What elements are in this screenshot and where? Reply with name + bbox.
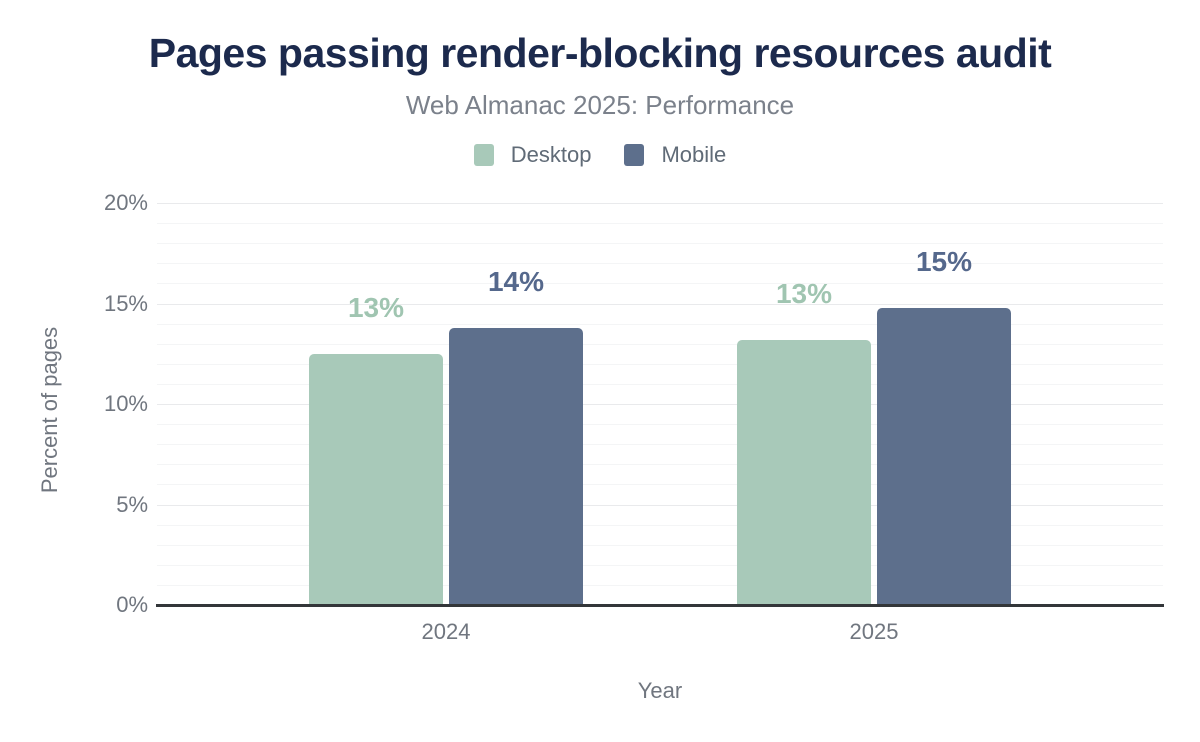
gridline	[157, 584, 1163, 586]
x-axis-line	[156, 604, 1164, 607]
plot-area: 13% 14% 13% 15%	[157, 203, 1163, 605]
bar-desktop-2024	[309, 353, 443, 605]
legend-item-mobile: Mobile	[624, 142, 726, 168]
chart-title: Pages passing render-blocking resources …	[148, 30, 1052, 76]
gridline	[157, 203, 1163, 204]
y-tick-label: 5%	[116, 491, 148, 517]
bar-desktop-2025	[737, 339, 871, 605]
gridline	[157, 424, 1163, 426]
gridline	[157, 263, 1163, 265]
gridline	[157, 544, 1163, 546]
chart-subtitle: Web Almanac 2025: Performance	[405, 90, 795, 120]
gridline	[157, 504, 1163, 506]
gridline	[157, 363, 1163, 365]
gridline	[157, 564, 1163, 566]
y-axis-title: Percent of pages	[37, 326, 62, 494]
y-tick-label: 15%	[103, 290, 148, 316]
gridline	[157, 464, 1163, 466]
bar-mobile-2024	[449, 327, 583, 605]
gridline	[157, 404, 1163, 405]
gridline	[157, 484, 1163, 486]
mobile-swatch-icon	[624, 144, 645, 166]
gridline	[157, 524, 1163, 526]
value-label-desktop-2024: 13%	[347, 291, 405, 323]
legend-label-desktop: Desktop	[510, 142, 592, 167]
y-tick-label: 0%	[116, 592, 148, 617]
x-tick-label: 2025	[849, 619, 899, 644]
legend-item-desktop: Desktop	[473, 142, 592, 168]
x-tick-label: 2024	[421, 619, 471, 644]
gridline	[157, 243, 1163, 245]
bar-mobile-2025	[877, 307, 1011, 605]
value-label-mobile-2025: 15%	[915, 245, 973, 277]
gridline	[157, 303, 1163, 305]
gridline	[157, 323, 1163, 325]
gridline	[157, 223, 1163, 225]
gridline	[157, 383, 1163, 385]
y-tick-label: 10%	[103, 391, 148, 416]
y-tick-label: 20%	[103, 190, 148, 215]
desktop-swatch-icon	[473, 144, 494, 166]
gridline	[157, 444, 1163, 446]
gridline	[157, 283, 1163, 285]
value-label-mobile-2024: 14%	[487, 265, 545, 297]
value-label-desktop-2025: 13%	[775, 277, 833, 309]
gridline	[157, 343, 1163, 345]
x-axis-title: Year	[637, 678, 683, 703]
legend: Desktop Mobile	[0, 142, 1200, 168]
legend-label-mobile: Mobile	[661, 142, 727, 167]
